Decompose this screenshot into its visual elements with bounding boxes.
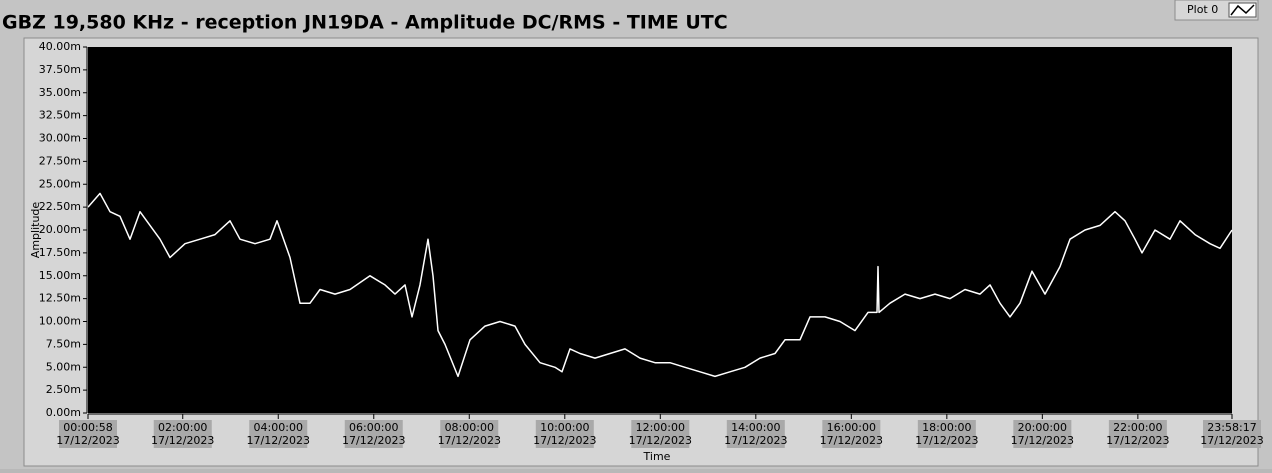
x-tick-label-bg: [535, 420, 594, 448]
x-tick-label-bg: [917, 420, 976, 448]
x-tick-label-bg: [1108, 420, 1167, 448]
x-tick-date: 17/12/2023: [533, 434, 596, 447]
legend-label: Plot 0: [1187, 3, 1218, 16]
x-tick-label-bg: [631, 420, 690, 448]
y-tick-label: 10.00m: [39, 315, 81, 328]
data-line: [87, 192, 1233, 378]
y-tick-label: 17.50m: [39, 246, 81, 259]
x-tick-date: 17/12/2023: [56, 434, 119, 447]
x-tick-label-bg: [440, 420, 499, 448]
x-tick-label: 04:00:00: [254, 421, 303, 434]
x-tick-date: 17/12/2023: [151, 434, 214, 447]
x-tick-label-bg: [726, 420, 785, 448]
x-tick-label: 14:00:00: [731, 421, 780, 434]
y-tick-label: 27.50m: [39, 154, 81, 167]
x-tick-date: 17/12/2023: [724, 434, 787, 447]
x-tick-label: 12:00:00: [636, 421, 685, 434]
x-tick-date: 17/12/2023: [915, 434, 978, 447]
x-tick-label: 10:00:00: [540, 421, 589, 434]
y-tick-label: 12.50m: [39, 292, 81, 305]
plot-area: [88, 47, 1232, 413]
y-tick-label: 37.50m: [39, 63, 81, 76]
y-tick-label: 25.00m: [39, 177, 81, 190]
y-axis-label: Amplitude: [29, 202, 42, 259]
x-axis-label: Time: [643, 450, 671, 463]
x-tick-date: 17/12/2023: [629, 434, 692, 447]
x-tick-label-bg: [1013, 420, 1072, 448]
x-tick-label-bg: [59, 420, 117, 448]
x-tick-date: 17/12/2023: [342, 434, 405, 447]
legend-icon: [1230, 4, 1255, 16]
x-tick-label: 06:00:00: [349, 421, 398, 434]
x-tick-label: 02:00:00: [158, 421, 207, 434]
y-tick-label: 0.00m: [46, 406, 81, 419]
x-tick-label: 16:00:00: [827, 421, 876, 434]
x-tick-date: 17/12/2023: [438, 434, 501, 447]
x-tick-label: 23:58:17: [1207, 421, 1256, 434]
y-tick-label: 30.00m: [39, 132, 81, 145]
x-tick-label: 00:00:58: [63, 421, 112, 434]
y-tick-label: 2.50m: [46, 383, 81, 396]
x-tick-date: 17/12/2023: [1200, 434, 1263, 447]
x-tick-label-bg: [249, 420, 308, 448]
x-tick-date: 17/12/2023: [1106, 434, 1169, 447]
x-tick-date: 17/12/2023: [1011, 434, 1074, 447]
x-tick-label: 08:00:00: [445, 421, 494, 434]
x-tick-date: 17/12/2023: [247, 434, 310, 447]
y-tick-label: 20.00m: [39, 223, 81, 236]
x-tick-label: 20:00:00: [1018, 421, 1067, 434]
y-tick-label: 22.50m: [39, 200, 81, 213]
y-tick-label: 35.00m: [39, 86, 81, 99]
x-tick-label: 22:00:00: [1113, 421, 1162, 434]
chart-title: GBZ 19,580 KHz - reception JN19DA - Ampl…: [2, 12, 728, 34]
y-tick-label: 5.00m: [46, 360, 81, 373]
x-tick-label: 18:00:00: [922, 421, 971, 434]
x-tick-label-bg: [344, 420, 403, 448]
x-tick-label-bg: [1203, 420, 1261, 448]
y-tick-label: 40.00m: [39, 40, 81, 53]
x-tick-label-bg: [153, 420, 212, 448]
x-tick-date: 17/12/2023: [820, 434, 883, 447]
x-tick-label-bg: [822, 420, 881, 448]
y-tick-label: 15.00m: [39, 269, 81, 282]
y-tick-label: 7.50m: [46, 337, 81, 350]
y-tick-label: 32.50m: [39, 109, 81, 122]
